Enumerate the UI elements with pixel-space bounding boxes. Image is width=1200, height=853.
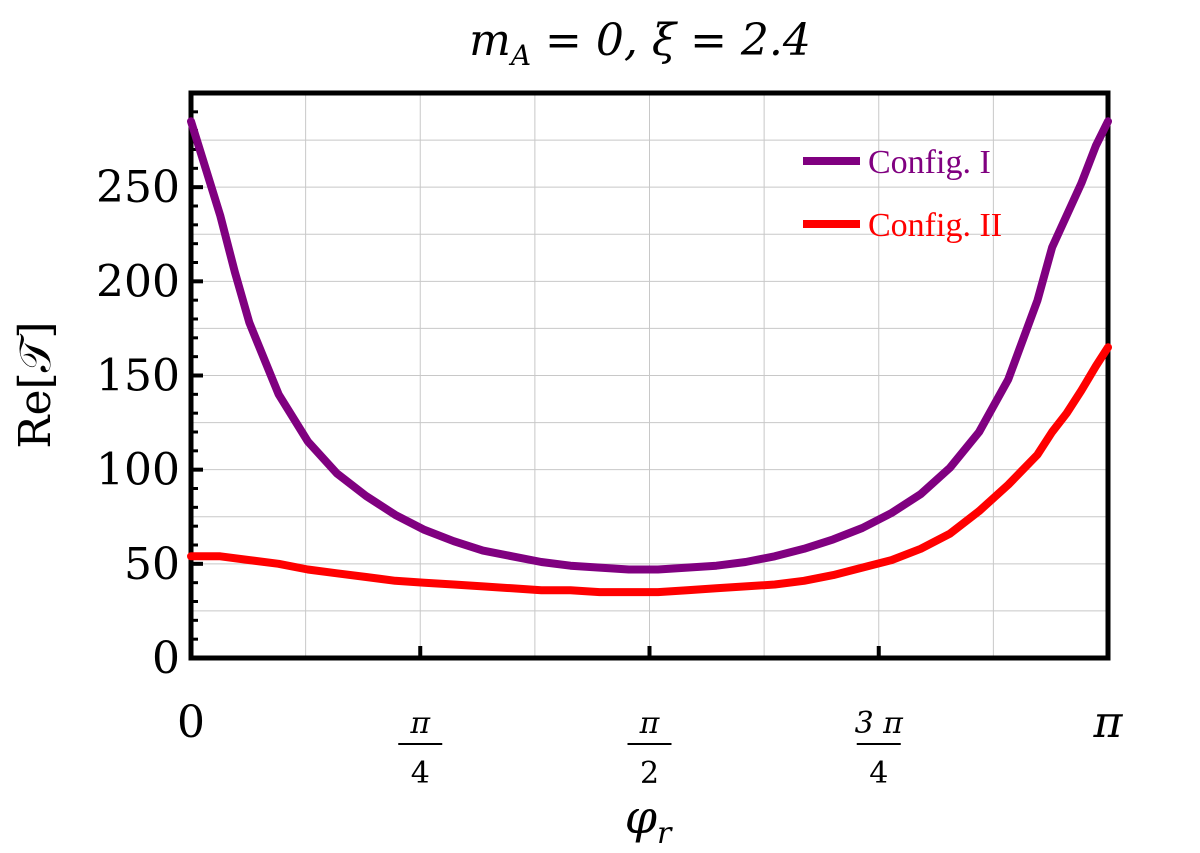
x-axis-label: φr [625,790,673,851]
y-tick-labels: 0 50 100 150 200 250 [96,162,180,684]
x-tick-fraction: π2 [627,706,672,791]
x-tick-numerator: π [409,706,431,741]
y-tick-label: 150 [96,351,180,402]
x-tick-label: 0 [177,697,205,748]
series-line-1 [187,117,1112,574]
legend: Config. I Config. II [803,144,1002,244]
x-tick-fraction: 3 π4 [855,706,905,791]
chart-title: mA = 0, ξ = 2.4 [469,15,811,72]
x-tick-denominator: 2 [640,756,659,791]
y-tick-label: 250 [96,162,180,213]
legend-label-1: Config. I [868,144,991,181]
y-tick-label: 100 [96,445,180,496]
series-lines [187,117,1112,597]
y-tick-label: 200 [96,256,180,307]
x-tick-denominator: 4 [411,756,430,791]
x-tick-denominator: 4 [869,756,888,791]
x-tick-numerator: 3 π [855,706,905,741]
series-line-2 [187,343,1112,597]
y-tick-label: 50 [124,539,180,590]
x-tick-label: π [1093,697,1124,748]
x-tick-numerator: π [639,706,661,741]
x-tick-fraction: π4 [398,706,443,791]
y-axis-label: Re[𝒯] [10,321,61,448]
axis-ticks [189,91,1110,660]
y-tick-label: 0 [152,633,180,684]
legend-label-2: Config. II [868,207,1002,244]
